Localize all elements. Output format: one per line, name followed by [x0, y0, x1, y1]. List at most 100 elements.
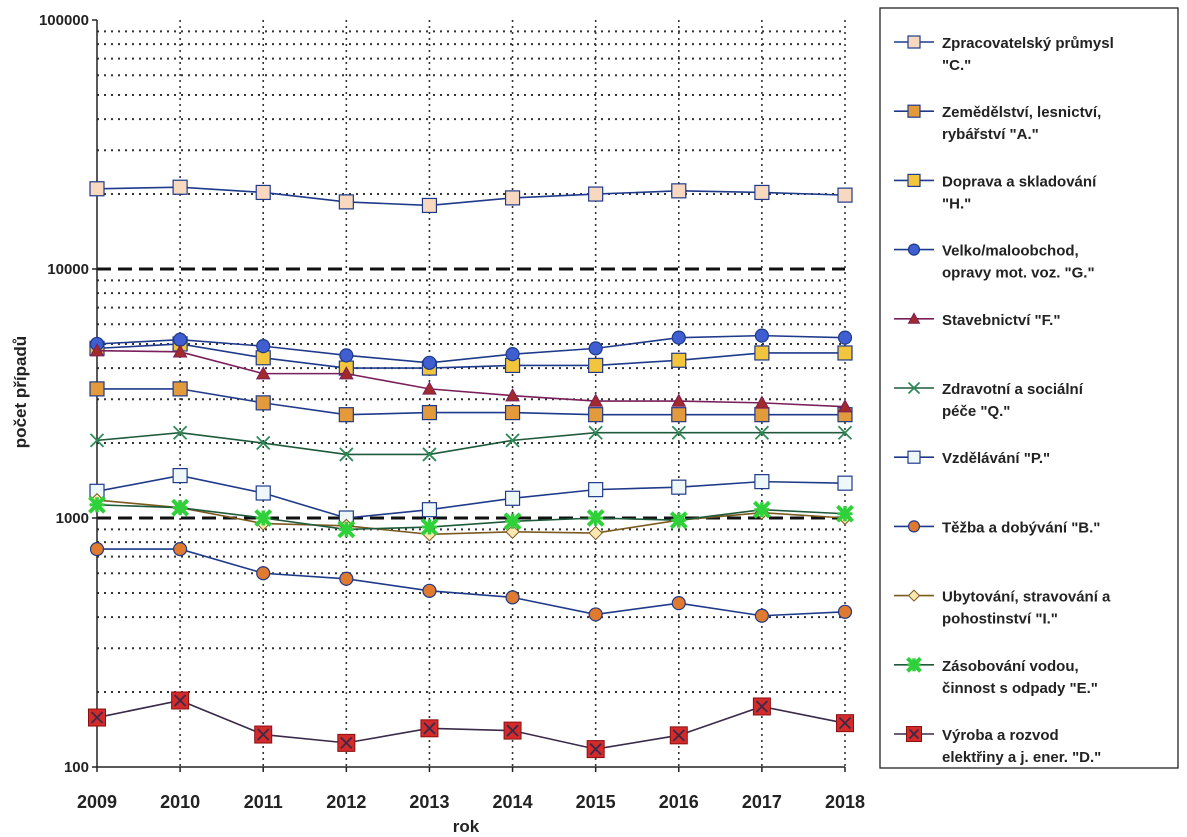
data-point [172, 381, 188, 397]
data-point [338, 366, 354, 380]
data-point [171, 498, 190, 517]
legend-marker [907, 243, 921, 256]
data-point [837, 330, 853, 345]
legend-label: Doprava a skladování [942, 173, 1097, 190]
legend-entry: Zdravotní a sociální péče "Q." [894, 381, 1084, 420]
series-2 [89, 381, 853, 423]
legend-label: Zemědělství, lesnictví, [942, 104, 1101, 121]
data-point [339, 348, 354, 363]
data-point [588, 482, 604, 498]
data-point [752, 500, 771, 519]
series-6 [89, 425, 853, 462]
legend-marker [907, 312, 921, 324]
data-point [586, 740, 605, 759]
data-point [671, 479, 687, 495]
data-point [837, 475, 853, 491]
data-point [505, 524, 520, 540]
data-point [588, 341, 603, 356]
y-tick-label: 100000 [39, 12, 89, 29]
y-tick-label: 1000 [56, 510, 89, 527]
legend-label: Ubytování, stravování a [942, 589, 1111, 606]
data-point [588, 525, 603, 541]
data-point [754, 395, 770, 409]
data-point [752, 697, 771, 716]
legend-label: Výroba a rozvod [942, 727, 1059, 744]
data-point [505, 590, 520, 605]
data-point [255, 395, 271, 411]
series-line [96, 343, 845, 369]
series-line [97, 548, 846, 617]
data-point [588, 407, 604, 423]
legend-marker [907, 35, 921, 49]
data-point [837, 345, 853, 361]
legend-marker [907, 173, 921, 187]
legend-label: Těžba a dobývání "B." [942, 519, 1100, 536]
x-tick-label: 2017 [742, 792, 782, 812]
legend-entry: Zemědělství, lesnictví, rybářství "A." [894, 104, 1101, 143]
series-line [96, 474, 846, 519]
x-tick-label: 2013 [409, 792, 449, 812]
data-point [256, 339, 271, 354]
x-tick-label: 2015 [576, 792, 616, 812]
series-line [96, 499, 846, 536]
data-point [671, 596, 686, 611]
series-line [96, 349, 846, 408]
series-3 [89, 336, 853, 376]
legend-marker [907, 589, 921, 602]
data-point [504, 190, 521, 206]
data-point [420, 719, 439, 738]
series-line [96, 334, 846, 364]
series-7 [89, 468, 853, 526]
data-point [172, 468, 188, 484]
data-point [754, 184, 770, 201]
data-point [172, 344, 188, 358]
data-point [837, 399, 853, 413]
x-tick-label: 2018 [825, 792, 865, 812]
data-point [337, 733, 356, 752]
data-point [588, 425, 603, 440]
legend-marker [906, 656, 922, 673]
data-point [837, 425, 853, 440]
x-tick-label: 2016 [659, 792, 699, 812]
data-point [671, 407, 687, 423]
series-11 [88, 691, 854, 759]
data-point [172, 179, 188, 195]
series-4 [89, 328, 853, 370]
data-point [173, 542, 188, 557]
data-point [837, 604, 853, 619]
y-axis-title: počet případů [11, 336, 30, 448]
y-tick-label: 100 [64, 759, 89, 776]
data-point [89, 433, 105, 448]
data-point [255, 184, 271, 201]
data-point [754, 425, 770, 440]
legend-label: Zásobování vodou, [942, 658, 1079, 675]
data-point [421, 405, 438, 421]
legend-marker [906, 726, 922, 742]
data-point [586, 509, 605, 527]
legend-marker [907, 381, 921, 395]
data-point [420, 518, 439, 536]
x-tick-label: 2014 [493, 792, 533, 812]
data-point [504, 405, 521, 421]
data-point [671, 393, 687, 407]
data-point [338, 194, 354, 210]
legend-label: pohostinství "I." [942, 611, 1058, 628]
data-point [173, 332, 188, 347]
data-point [671, 330, 686, 345]
legend-entry: Zásobování vodou, činnost s odpady "E." [894, 656, 1098, 697]
data-point [422, 355, 437, 370]
data-point [671, 183, 687, 199]
data-point [505, 433, 520, 448]
data-point [255, 366, 271, 380]
data-point [754, 407, 770, 423]
legend-label: Zpracovatelský průmysl [942, 35, 1114, 52]
series-line [96, 503, 846, 531]
data-point [422, 381, 437, 395]
data-point [254, 509, 273, 527]
legend-label: činnost s odpady "E." [942, 680, 1098, 697]
legend-entry: Výroba a rozvod elektřiny a j. ener. "D." [894, 726, 1101, 766]
data-point [337, 520, 356, 539]
legend: Zpracovatelský průmysl "C." Zemědělství, l… [879, 7, 1179, 769]
data-point [422, 447, 437, 462]
axes-layer: 100 1000 10000 100000 2009 2010 2011 2012 2013 20… [39, 12, 865, 812]
